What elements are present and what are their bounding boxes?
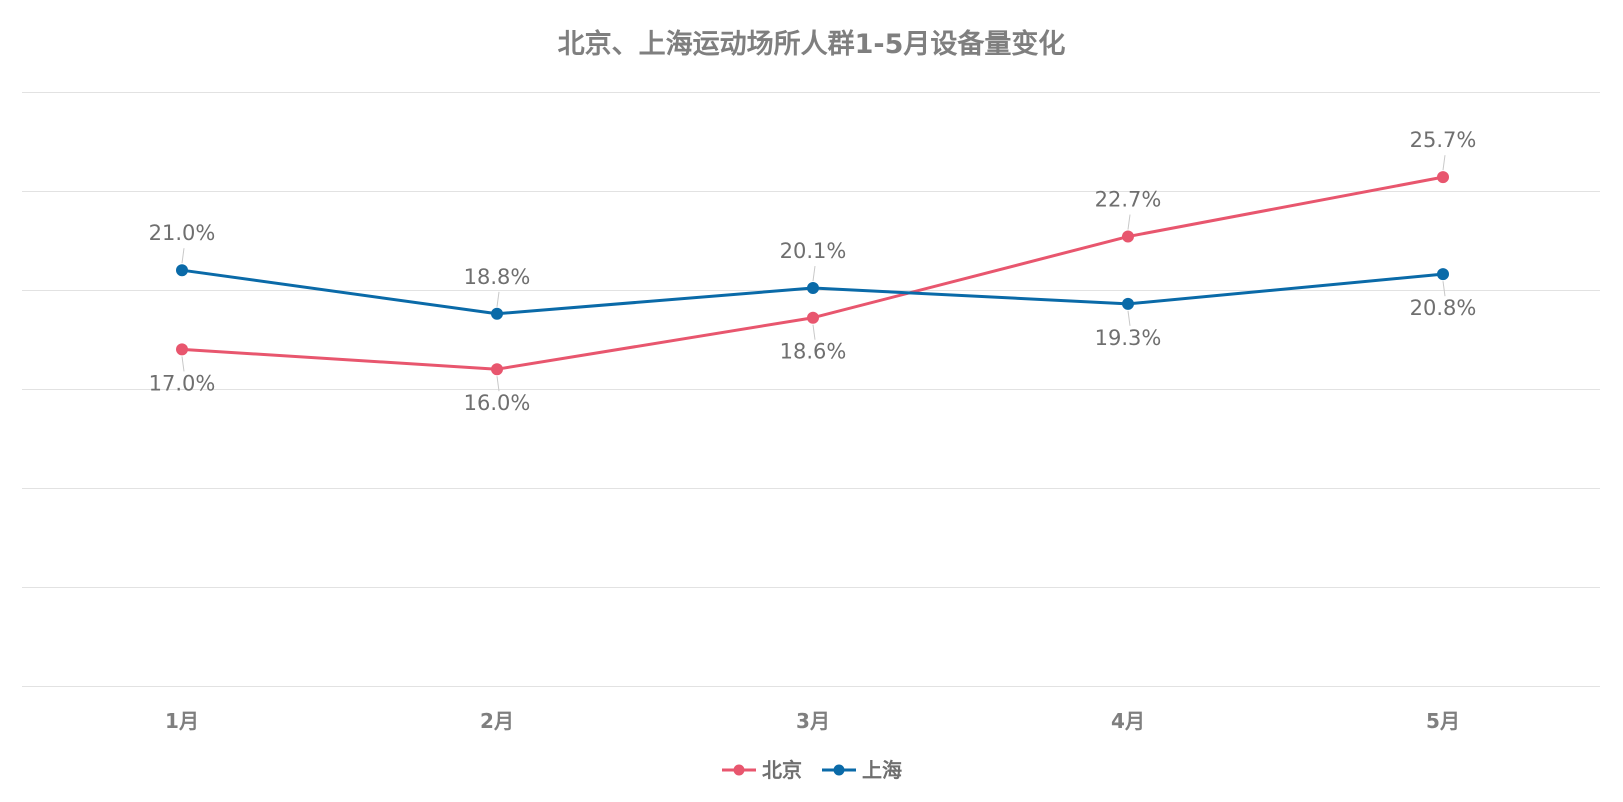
x-tick-label: 5月 — [1426, 709, 1460, 733]
data-label: 19.3% — [1095, 326, 1162, 350]
x-tick-label: 2月 — [480, 709, 514, 733]
data-label: 22.7% — [1095, 188, 1162, 212]
x-tick-label: 3月 — [796, 709, 830, 733]
data-label: 18.6% — [780, 340, 847, 364]
data-point — [807, 311, 819, 324]
data-label: 20.1% — [780, 239, 847, 263]
data-label: 18.8% — [464, 265, 531, 289]
data-label: 16.0% — [464, 391, 531, 415]
label-leader — [496, 376, 500, 392]
data-point — [1437, 171, 1449, 184]
label-leader — [812, 265, 816, 282]
label-leader — [1127, 310, 1131, 326]
label-leader — [181, 356, 185, 372]
label-leader — [812, 324, 816, 340]
legend-swatch-marker — [833, 764, 845, 776]
chart-title: 北京、上海运动场所人群1-5月设备量变化 — [557, 29, 1066, 60]
legend-swatch-marker — [733, 764, 745, 776]
data-label: 20.8% — [1410, 296, 1477, 320]
label-leader — [496, 291, 500, 307]
data-point — [491, 363, 503, 376]
data-point — [176, 343, 188, 356]
label-leader — [1442, 281, 1446, 297]
data-label: 25.7% — [1410, 128, 1477, 152]
data-label: 17.0% — [149, 371, 216, 395]
x-tick-label: 4月 — [1111, 709, 1145, 733]
data-point — [176, 264, 188, 277]
data-point — [807, 282, 819, 295]
data-label: 21.0% — [149, 221, 216, 245]
label-leader — [1127, 214, 1131, 230]
data-point — [1122, 297, 1134, 310]
data-point — [1437, 268, 1449, 281]
label-leader — [1442, 155, 1446, 171]
data-point — [1122, 230, 1134, 243]
legend-label: 上海 — [862, 758, 902, 782]
data-point — [491, 307, 503, 320]
x-tick-label: 1月 — [165, 709, 199, 733]
label-leader — [181, 248, 185, 264]
legend-label: 北京 — [762, 758, 802, 782]
